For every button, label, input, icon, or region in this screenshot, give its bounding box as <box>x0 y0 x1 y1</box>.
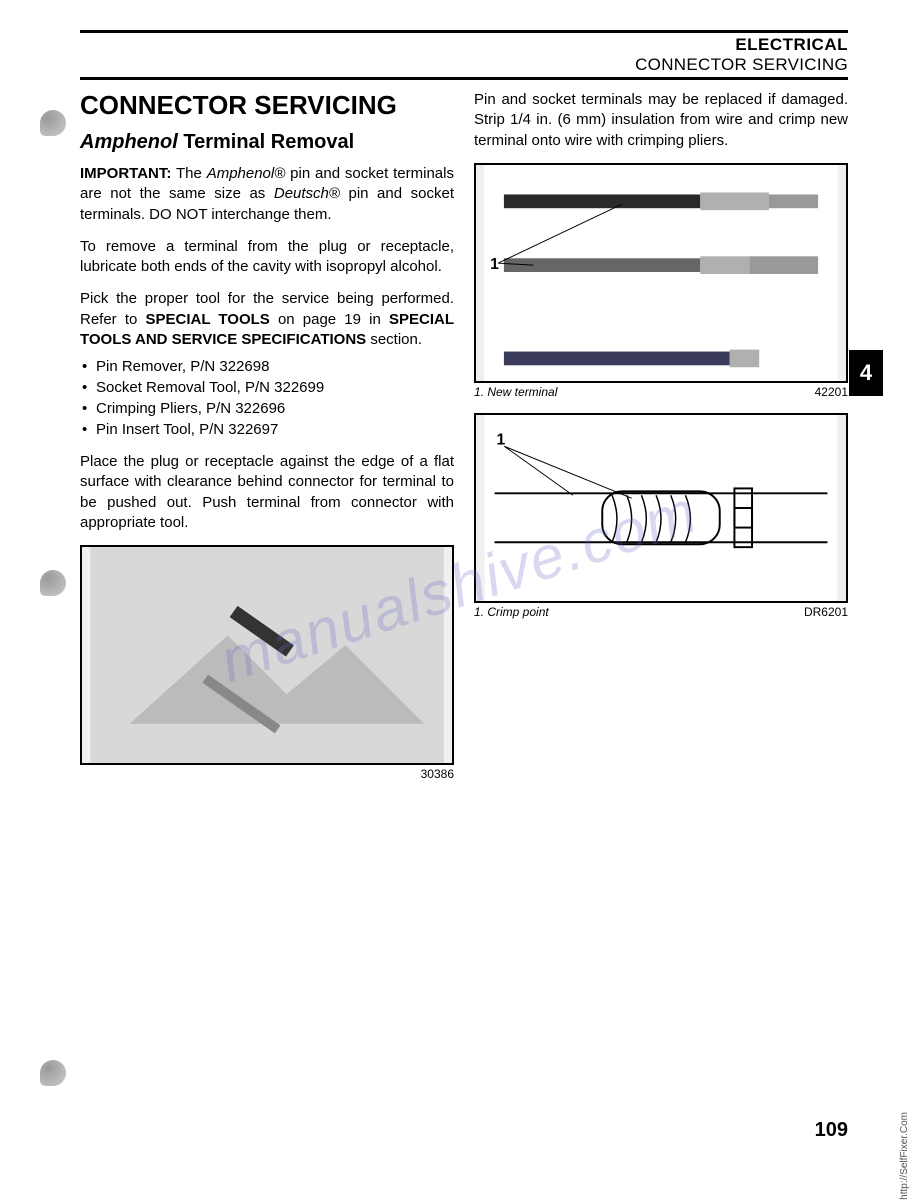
paragraph: Pin and socket terminals may be replaced… <box>474 90 848 151</box>
important-paragraph: IMPORTANT: The Amphenol® pin and socket … <box>80 164 454 225</box>
main-heading: CONNECTOR SERVICING <box>80 90 454 121</box>
subheading-italic: Amphenol <box>80 131 178 153</box>
text: The <box>171 165 206 182</box>
brand: Deutsch® <box>274 185 340 202</box>
page-header: ELECTRICAL CONNECTOR SERVICING <box>80 35 848 75</box>
figure-caption-row: 1. Crimp point DR6201 <box>474 605 848 619</box>
list-item: Pin Insert Tool, P/N 322697 <box>96 419 454 440</box>
page-content: ELECTRICAL CONNECTOR SERVICING CONNECTOR… <box>0 0 918 825</box>
terminals-diagram-icon: 1 <box>476 165 846 381</box>
text: section. <box>366 331 422 348</box>
header-rule <box>80 77 848 80</box>
figure-id: 42201 <box>815 385 848 399</box>
paragraph: Pick the proper tool for the service bei… <box>80 289 454 350</box>
svg-text:1: 1 <box>497 431 506 448</box>
important-label: IMPORTANT: <box>80 165 171 182</box>
list-item: Crimping Pliers, P/N 322696 <box>96 398 454 419</box>
brand: Amphenol® <box>207 165 286 182</box>
figure-caption-row: 30386 <box>80 767 454 781</box>
section-tab: 4 <box>849 350 883 396</box>
text: on page 19 in <box>270 311 389 328</box>
sub-heading: Amphenol Terminal Removal <box>80 131 454 154</box>
left-column: CONNECTOR SERVICING Amphenol Terminal Re… <box>80 90 454 795</box>
paragraph: To remove a terminal from the plug or re… <box>80 237 454 278</box>
paragraph: Place the plug or receptacle against the… <box>80 452 454 533</box>
list-item: Pin Remover, P/N 322698 <box>96 356 454 377</box>
list-item: Socket Removal Tool, P/N 322699 <box>96 377 454 398</box>
figure-terminals: 1 <box>474 163 848 383</box>
subheading-rest: Terminal Removal <box>178 131 354 153</box>
tool-list: Pin Remover, P/N 322698 Socket Removal T… <box>80 356 454 440</box>
caption-text: 1. Crimp point <box>474 605 549 619</box>
crimp-diagram-icon: 1 <box>476 415 846 601</box>
binding-hole <box>40 1060 66 1086</box>
bold-text: SPECIAL TOOLS <box>146 311 270 328</box>
svg-text:1: 1 <box>490 256 499 273</box>
top-rule <box>80 30 848 33</box>
header-subcategory: CONNECTOR SERVICING <box>80 55 848 75</box>
photo-placeholder-icon <box>82 547 452 763</box>
caption-text: 1. New terminal <box>474 385 557 399</box>
page-number: 109 <box>815 1119 848 1142</box>
figure-id: 30386 <box>421 767 454 781</box>
figure-id: DR6201 <box>804 605 848 619</box>
figure-photo <box>80 545 454 765</box>
figure-caption-row: 1. New terminal 42201 <box>474 385 848 399</box>
figure-crimp: 1 <box>474 413 848 603</box>
right-column: Pin and socket terminals may be replaced… <box>474 90 848 795</box>
header-category: ELECTRICAL <box>80 35 848 55</box>
side-url: http://SelfFixer.Com <box>899 1112 910 1200</box>
